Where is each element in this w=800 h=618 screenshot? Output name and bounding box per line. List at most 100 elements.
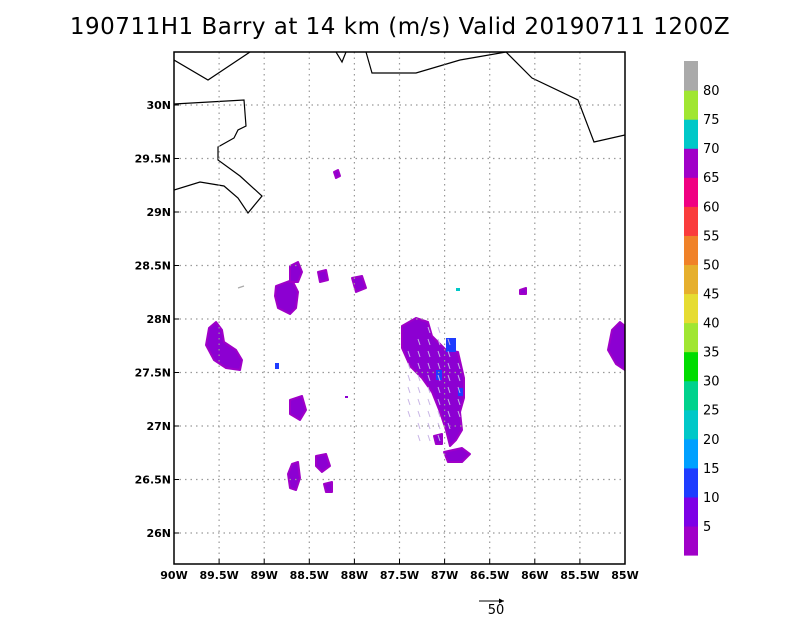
lat-label: 28N (146, 313, 171, 326)
wind-vector (237, 285, 245, 289)
wind-vector (437, 398, 441, 406)
wind-vector (417, 422, 421, 430)
lon-label: 86.5W (470, 569, 509, 582)
wind-vector (407, 398, 411, 406)
lon-label: 88W (341, 569, 368, 582)
wind-vector (417, 434, 421, 442)
wind-vector (417, 386, 421, 394)
wind-vector (447, 386, 451, 394)
wind-vector (447, 338, 451, 346)
colorbar-swatch (684, 380, 698, 411)
wind-vector (437, 434, 441, 442)
wind-speed-cell (289, 395, 307, 421)
wind-speed-cell (315, 453, 331, 473)
wind-vector (437, 350, 441, 358)
wind-vector (417, 398, 421, 406)
wind-speed-cell (433, 433, 443, 445)
colorbar-swatch (684, 467, 698, 498)
wind-vector (407, 350, 411, 358)
lon-label: 89.5W (199, 569, 238, 582)
colorbar-label: 40 (703, 317, 720, 332)
colorbar-label: 65 (703, 171, 720, 186)
wind-vector (417, 338, 421, 346)
colorbar-swatch (684, 148, 698, 178)
colorbar-swatch (684, 264, 698, 295)
colorbar-swatch (684, 90, 698, 120)
lat-label: 26N (146, 527, 171, 540)
lat-label: 27N (146, 420, 171, 433)
wind-speed-cell (275, 363, 279, 369)
wind-field (205, 169, 625, 493)
wind-speed-cell (519, 287, 527, 295)
colorbar-swatch (684, 351, 698, 382)
lon-label: 86W (521, 569, 548, 582)
colorbar-label: 10 (703, 491, 720, 506)
wind-vector (437, 386, 441, 394)
lat-label: 26.5N (135, 474, 171, 487)
wind-speed-cell (274, 279, 299, 315)
wind-vector (447, 410, 451, 418)
reference-vector: 50 (479, 598, 505, 618)
wind-vector (457, 410, 461, 418)
lat-label: 29.5N (135, 153, 171, 166)
wind-vector (437, 338, 441, 346)
colorbar-swatch (684, 322, 698, 353)
lon-label: 89W (250, 569, 277, 582)
wind-speed-cell (456, 288, 460, 291)
wind-vector (427, 326, 431, 334)
wind-vector (427, 362, 431, 370)
wind-vector (407, 362, 411, 370)
colorbar-swatch (684, 438, 698, 469)
wind-vector (427, 386, 431, 394)
wind-vector (427, 422, 431, 430)
wind-vector (427, 338, 431, 346)
colorbar-swatch (684, 496, 698, 527)
colorbar-label: 45 (703, 287, 720, 302)
coastline (174, 52, 625, 215)
wind-vector (437, 410, 441, 418)
wind-vector (447, 362, 451, 370)
wind-speed-cell (607, 321, 625, 371)
wind-vector (417, 374, 421, 382)
wind-speed-cell (436, 370, 442, 380)
wind-speed-cell (446, 338, 456, 352)
colorbar-label: 70 (703, 142, 720, 157)
colorbar-swatch (684, 61, 698, 91)
wind-speed-cell (443, 447, 471, 463)
wind-speed-cell (401, 317, 465, 447)
wind-speed-cell (333, 169, 341, 179)
colorbar-swatch (684, 235, 698, 266)
colorbar: 5 10 15 20 25 30 35 40 45 50 55 60 65 70 75 80 (684, 61, 720, 556)
colorbar-label: 75 (703, 113, 720, 128)
colorbar-label: 50 (703, 258, 720, 273)
colorbar-swatch (684, 119, 698, 149)
wind-vector (427, 410, 431, 418)
wind-vector (407, 374, 411, 382)
colorbar-label: 25 (703, 404, 720, 419)
lon-label: 87.5W (380, 569, 419, 582)
wind-vector (417, 410, 421, 418)
wind-speed-cell (323, 481, 333, 493)
lat-label: 28.5N (135, 260, 171, 273)
wind-vector (447, 374, 451, 382)
plot-frame (173, 51, 626, 565)
wind-speed-cell (289, 261, 303, 283)
wind-vector (457, 398, 461, 406)
wind-speed-cell (317, 269, 329, 283)
wind-vector (427, 434, 431, 442)
colorbar-swatch (684, 293, 698, 324)
wind-vector (417, 362, 421, 370)
lon-label: 88.5W (290, 569, 329, 582)
reference-vector-label: 50 (488, 603, 505, 618)
colorbar-swatch (684, 525, 698, 556)
colorbar-label: 80 (703, 84, 720, 99)
map-title: 190711H1 Barry at 14 km (m/s) Valid 2019… (69, 14, 731, 40)
wind-vector (437, 326, 441, 334)
colorbar-swatch (684, 177, 698, 207)
lat-label: 27.5N (135, 367, 171, 380)
lat-label: 30N (146, 99, 171, 112)
wind-speed-cell (287, 461, 301, 491)
colorbar-label: 60 (703, 200, 720, 215)
lon-label: 87W (431, 569, 458, 582)
